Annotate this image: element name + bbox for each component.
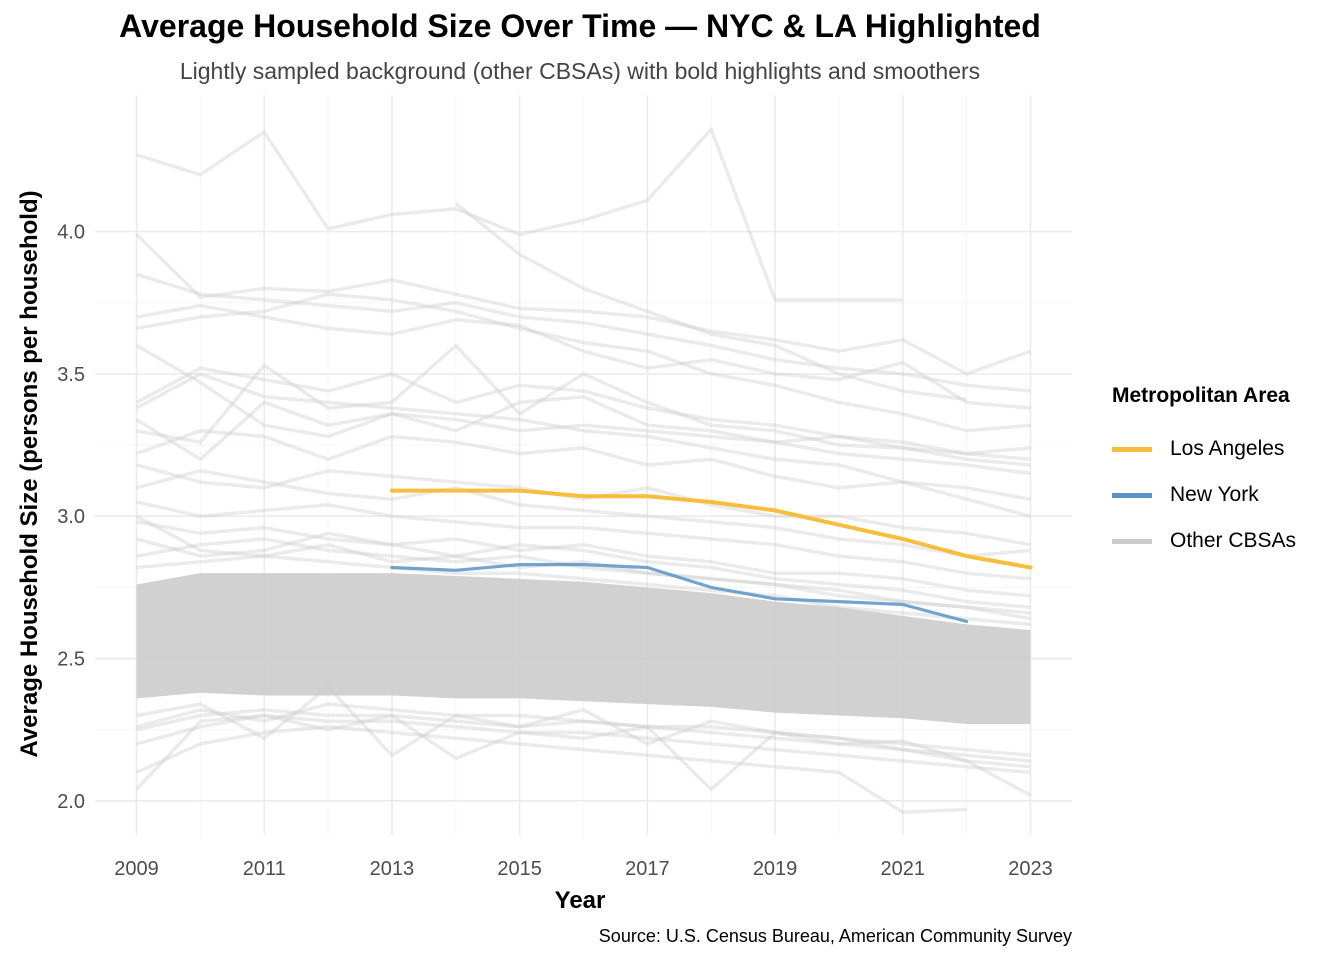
other-cbsa-line	[135, 514, 1031, 615]
other-cbsa-line	[135, 366, 1031, 462]
other-cbsa-line	[136, 531, 1031, 610]
other-cbsa-line	[136, 520, 1031, 598]
legend-title: Metropolitan Area	[1112, 384, 1290, 407]
other-cbsas-lines	[135, 127, 1032, 814]
other-cbsa-line	[136, 500, 1031, 581]
other-cbsa-line	[136, 468, 1031, 558]
other-cbsa-line	[135, 233, 1032, 376]
x-axis-ticks: 2009 2011 2013 2015 2017 2019 2021 2023	[114, 858, 1052, 880]
grid	[95, 95, 1072, 835]
other-cbsa-line	[136, 702, 1031, 758]
highlight-lines	[389, 488, 1033, 624]
y-tick-label: 2.5	[57, 649, 85, 671]
x-tick-label: 2019	[753, 858, 798, 880]
other-cbsa-line	[136, 292, 1031, 433]
legend-item-los-angeles: Los Angeles	[1112, 426, 1296, 472]
y-tick-label: 4.0	[57, 222, 85, 244]
legend-item-other-cbsas: Other CBSAs	[1112, 518, 1296, 564]
legend-item-new-york: New York	[1112, 472, 1296, 518]
other-cbsa-line	[135, 400, 1031, 462]
x-tick-label: 2023	[1008, 858, 1053, 880]
legend-key-new-york	[1112, 492, 1152, 498]
legend-label-los-angeles: Los Angeles	[1170, 437, 1285, 460]
legend-key-other-cbsas	[1112, 538, 1152, 544]
x-tick-label: 2013	[370, 858, 415, 880]
other-cbsa-line	[454, 201, 967, 402]
other-cbsa-line	[135, 272, 1031, 393]
legend: Metropolitan Area Los Angeles New York O…	[1112, 384, 1296, 564]
other-cbsa-line	[136, 343, 1031, 467]
other-cbsas-dense-band	[136, 573, 1031, 724]
y-tick-label: 3.5	[57, 364, 85, 386]
caption: Source: U.S. Census Bureau, American Com…	[598, 926, 1072, 946]
y-tick-label: 3.0	[57, 506, 85, 528]
other-cbsa-line	[136, 708, 1031, 763]
other-cbsa-line	[136, 713, 1031, 775]
x-axis-label: Year	[555, 887, 606, 914]
y-axis-label: Average Household Size (persons per hous…	[16, 190, 43, 757]
legend-key-los-angeles	[1112, 446, 1152, 452]
x-tick-label: 2017	[625, 858, 670, 880]
y-axis-ticks: 2.0 2.5 3.0 3.5 4.0	[57, 222, 85, 813]
legend-label-new-york: New York	[1170, 483, 1259, 506]
x-tick-label: 2009	[114, 858, 159, 880]
series-line-new-york	[390, 563, 969, 624]
other-cbsa-line	[136, 554, 1031, 627]
y-tick-label: 2.0	[57, 791, 85, 813]
chart-title: Average Household Size Over Time — NYC &…	[119, 8, 1041, 44]
x-tick-label: 2021	[881, 858, 926, 880]
x-tick-label: 2011	[243, 858, 286, 880]
other-cbsas-band	[136, 573, 1031, 724]
other-cbsa-line	[135, 725, 967, 814]
other-cbsa-line	[136, 463, 1031, 547]
other-cbsa-line	[135, 127, 903, 302]
other-cbsa-line	[136, 303, 1031, 410]
other-cbsa-line	[136, 537, 1031, 621]
legend-label-other-cbsas: Other CBSAs	[1170, 529, 1297, 552]
other-cbsa-line	[136, 685, 1031, 769]
other-cbsa-line	[135, 713, 1032, 797]
other-cbsa-line	[135, 343, 1031, 476]
other-cbsa-line	[135, 372, 1031, 501]
x-tick-label: 2015	[497, 858, 542, 880]
chart-subtitle: Lightly sampled background (other CBSAs)…	[179, 58, 981, 84]
series-line-los-angeles	[389, 488, 1033, 570]
other-cbsa-line	[135, 429, 1031, 518]
